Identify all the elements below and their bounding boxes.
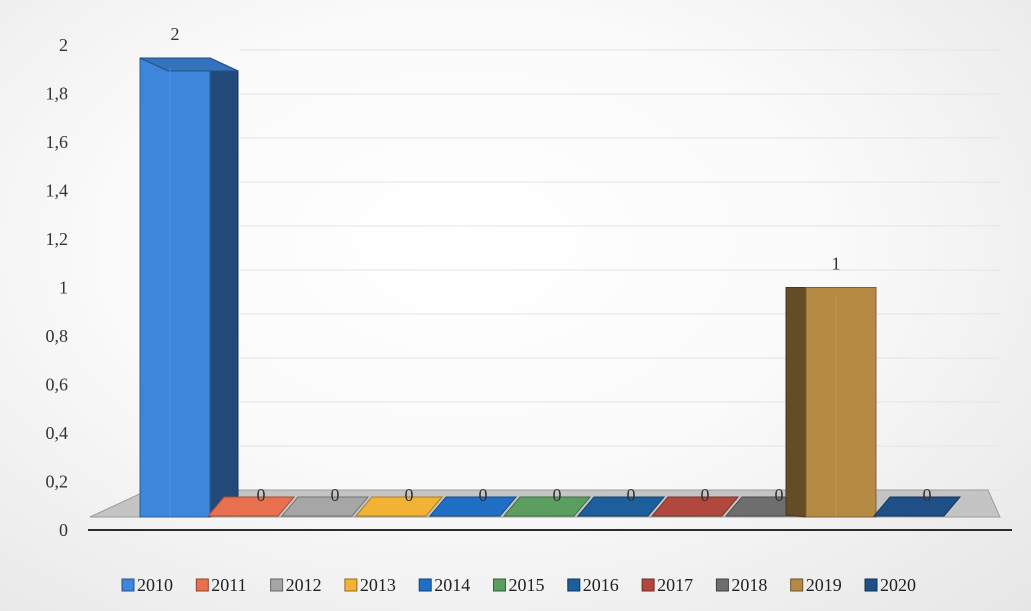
legend-label: 2012 <box>286 575 322 595</box>
bar-front-face <box>139 57 211 518</box>
legend-swatch <box>493 578 506 592</box>
legend-swatch <box>715 578 729 592</box>
bar-2016: 0 <box>576 485 666 517</box>
legend-item-2020: 2020 <box>864 575 916 595</box>
legend-item-2019: 2019 <box>790 575 842 595</box>
legend-swatch <box>344 578 358 592</box>
data-label: 2 <box>171 24 180 44</box>
legend-item-2014: 2014 <box>418 575 470 595</box>
bar-zero-slab <box>354 496 444 517</box>
bar-2010: 2 <box>139 24 239 518</box>
y-tick-label: 0,4 <box>46 423 69 443</box>
legend-label: 2020 <box>880 575 916 595</box>
bar-2015: 0 <box>502 485 592 517</box>
legend-item-2010: 2010 <box>121 575 173 595</box>
legend-label: 2010 <box>137 575 173 595</box>
legend-swatch <box>567 578 581 592</box>
legend-swatch <box>790 578 804 592</box>
bar-2014: 0 <box>428 485 518 517</box>
legend-swatch <box>418 578 432 592</box>
data-label: 0 <box>775 485 784 505</box>
data-label: 0 <box>479 485 488 505</box>
legend-label: 2015 <box>509 575 545 595</box>
y-tick-label: 0,2 <box>46 472 69 492</box>
legend-swatch <box>121 578 135 592</box>
legend-swatch <box>270 578 284 592</box>
y-axis: 0 0,2 0,4 0,6 0,8 1 1,2 1,4 1,6 1,8 2 <box>46 35 69 540</box>
legend-item-2013: 2013 <box>344 575 396 595</box>
legend-label: 2011 <box>211 575 246 595</box>
data-label: 0 <box>553 485 562 505</box>
data-label: 0 <box>923 485 932 505</box>
data-label: 0 <box>405 485 414 505</box>
bar-2020: 0 <box>872 485 962 517</box>
y-tick-label: 1,8 <box>46 84 69 104</box>
bar-front-face <box>805 287 877 518</box>
legend-label: 2019 <box>806 575 842 595</box>
data-label: 0 <box>257 485 266 505</box>
legend-swatch <box>641 578 655 592</box>
legend-item-2017: 2017 <box>641 575 693 595</box>
bar-2012: 0 <box>280 485 370 517</box>
legend-label: 2014 <box>434 575 470 595</box>
legend-label: 2017 <box>657 575 693 595</box>
bar-zero-slab <box>206 496 296 517</box>
y-tick-label: 1,4 <box>46 181 69 201</box>
legend-label: 2013 <box>360 575 396 595</box>
gridlines <box>240 49 1000 491</box>
y-tick-label: 2 <box>59 35 68 55</box>
bar-2019: 1 <box>785 254 877 518</box>
y-tick-label: 1 <box>59 278 68 298</box>
legend-label: 2016 <box>583 575 619 595</box>
data-label: 0 <box>331 485 340 505</box>
legend-item-2011: 2011 <box>195 575 247 595</box>
legend: 2010 2011 2012 2013 2014 2015 2016 2017 2018 2019… <box>121 575 916 595</box>
legend-item-2012: 2012 <box>270 575 322 595</box>
bar-2011: 0 <box>206 485 296 517</box>
legend-swatch <box>195 578 209 592</box>
bar-zero-slab <box>576 496 666 517</box>
bar-side-face <box>209 57 239 518</box>
y-tick-label: 0,6 <box>46 375 69 395</box>
bar-2017: 0 <box>650 485 740 517</box>
bar-side-face <box>785 287 807 518</box>
bar-zero-slab <box>650 496 740 517</box>
y-tick-label: 1,2 <box>46 229 69 249</box>
legend-swatch <box>864 578 878 592</box>
bar-zero-slab <box>280 496 370 517</box>
y-tick-label: 1,6 <box>46 132 69 152</box>
bar-zero-slab <box>872 496 962 517</box>
bar-zero-slab <box>502 496 592 517</box>
y-tick-label: 0 <box>59 520 68 540</box>
y-tick-label: 0,8 <box>46 326 69 346</box>
bar-2013: 0 <box>354 485 444 517</box>
legend-item-2018: 2018 <box>715 575 767 595</box>
bar-zero-slab <box>428 496 518 517</box>
legend-label: 2018 <box>731 575 767 595</box>
data-label: 0 <box>701 485 710 505</box>
bar-top-face <box>139 57 239 72</box>
legend-item-2015: 2015 <box>493 575 545 595</box>
data-label: 1 <box>832 254 841 274</box>
data-label: 0 <box>627 485 636 505</box>
bars: 2 0 0 0 0 0 0 0 0 1 0 <box>139 24 962 518</box>
legend-item-2016: 2016 <box>567 575 619 595</box>
